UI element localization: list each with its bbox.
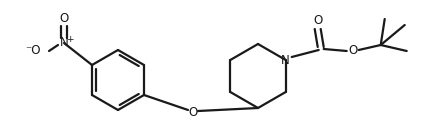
- Text: O: O: [188, 107, 197, 120]
- Text: O: O: [59, 11, 69, 25]
- Text: O: O: [348, 44, 357, 58]
- Text: N: N: [60, 36, 68, 50]
- Text: +: +: [66, 35, 73, 44]
- Text: N: N: [281, 54, 290, 67]
- Text: ⁻O: ⁻O: [25, 44, 41, 58]
- Text: O: O: [313, 14, 322, 27]
